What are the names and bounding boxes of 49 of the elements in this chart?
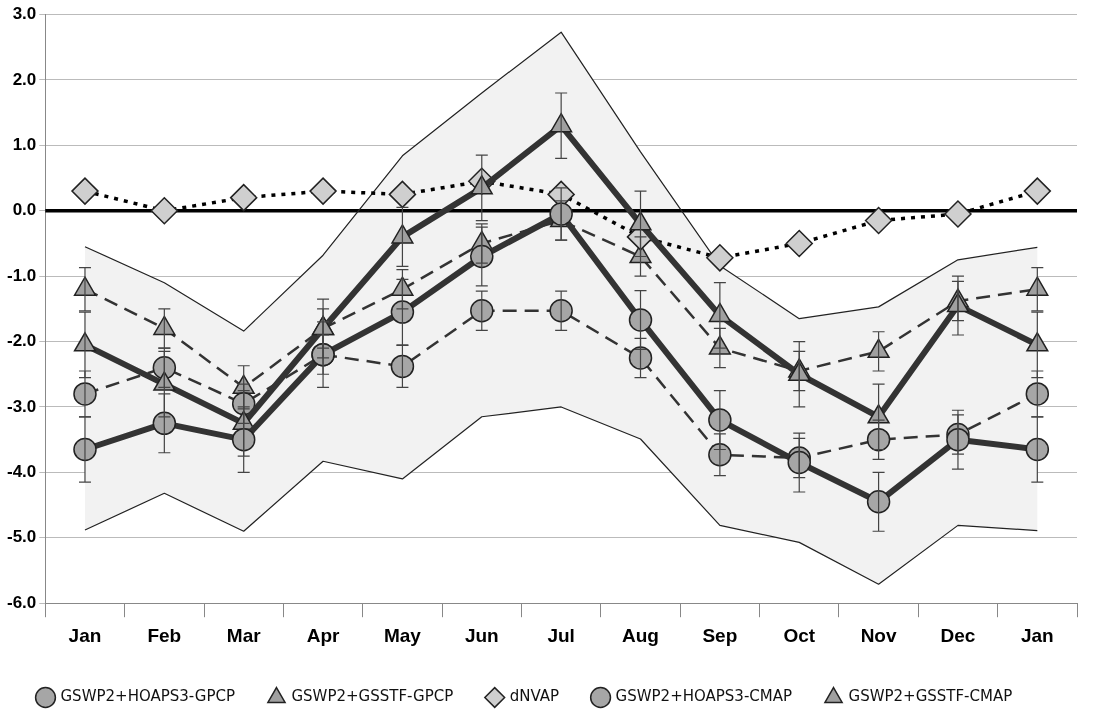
point [628,346,653,370]
legend-label: GSWP2+HOAPS3-CMAP [615,687,793,706]
point [388,180,417,209]
point [390,354,415,379]
point [628,308,653,332]
legend-label: GSWP2+HOAPS3-GPCP [60,687,235,706]
x-tick-label: Dec [940,624,976,646]
x-tick-label: May [383,624,422,646]
point [309,177,337,205]
y-tick-label: 1.0 [12,135,37,155]
point [150,196,179,225]
x-tick-label: Oct [783,624,816,646]
y-tick-label: -3.0 [7,396,37,416]
point [152,411,177,436]
x-tick-label: Jan [1020,624,1054,646]
point [1023,177,1052,205]
point [866,490,891,514]
point [470,299,494,323]
point [787,450,811,475]
point [866,427,891,452]
y-tick-label: -1.0 [7,265,37,285]
y-tick-label: -6.0 [7,592,37,612]
x-tick-label: Jan [68,624,102,646]
point [1025,382,1050,406]
x-tick-label: Apr [306,624,341,646]
x-tick-label: Sep [702,624,738,646]
point [944,200,972,228]
y-tick-label: 3.0 [12,4,37,24]
x-tick-label: Mar [226,624,262,646]
x-tick-label: Nov [860,624,897,646]
y-tick-label: -4.0 [7,462,37,482]
point [71,177,99,205]
y-tick-label: 0.0 [12,200,37,220]
y-tick-label: -5.0 [7,527,37,547]
point [229,183,258,212]
y-tick-label: -2.0 [7,331,37,351]
x-tick-label: Feb [147,624,182,646]
x-tick-label: Jun [464,624,499,646]
y-tick-label: 2.0 [12,69,37,89]
point [1025,437,1050,462]
point [785,229,813,258]
point [864,206,893,235]
legend-label: dNVAP [509,687,560,706]
legend-label: GSWP2+GSSTF-GPCP [291,687,454,706]
x-tick-label: Aug [622,624,659,646]
point [706,244,734,272]
point [231,427,256,452]
x-tick-label: Jul [547,624,575,646]
legend-label: GSWP2+GSSTF-CMAP [848,687,1013,706]
